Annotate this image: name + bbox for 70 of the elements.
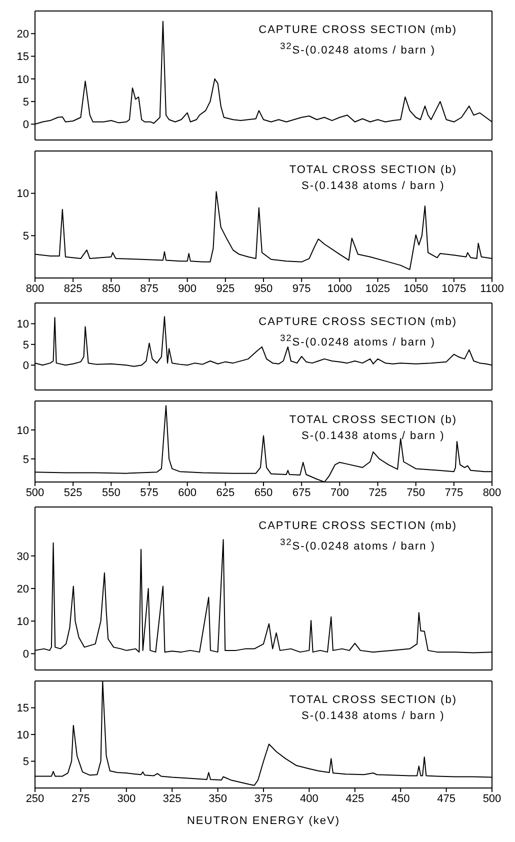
- x-tick-label: 325: [162, 792, 182, 805]
- x-tick-label: 550: [102, 486, 120, 499]
- y-tick-label: 15: [16, 51, 29, 64]
- text: TOTAL CROSS SECTION (b): [289, 693, 457, 708]
- x-tick-label: 825: [64, 282, 82, 295]
- x-tick-label: 875: [140, 282, 158, 295]
- x-tick-label: 425: [346, 792, 364, 805]
- text: $^{32}$S-(0.0248 atoms / barn ): [279, 40, 437, 59]
- x-tick-label: 575: [140, 486, 158, 499]
- y-tick-label: 0: [22, 119, 29, 132]
- text: CAPTURE CROSS SECTION (mb): [258, 315, 457, 330]
- y-tick-label: 30: [16, 550, 29, 563]
- x-tick-label: 450: [391, 792, 410, 805]
- text: S-(0.1438 atoms / barn ): [300, 179, 446, 194]
- x-tick-label: 400: [300, 792, 318, 805]
- text: S-(0.1438 atoms / barn ): [300, 709, 446, 724]
- y-tick-label: 20: [16, 583, 29, 596]
- x-tick-label: 350: [208, 792, 227, 805]
- y-tick-label: 0: [22, 360, 29, 372]
- x-tick-label: 750: [406, 486, 426, 499]
- x-tick-label: 475: [437, 792, 456, 805]
- x-tick-label: 775: [444, 486, 464, 499]
- x-tick-label: 1075: [442, 282, 466, 295]
- x-tick-label: 1000: [327, 282, 352, 295]
- y-tick-label: 10: [16, 318, 29, 331]
- text: $^{32}$S-(0.0248 atoms / barn ): [279, 332, 437, 351]
- y-tick-label: 5: [22, 230, 29, 243]
- x-axis-title: NEUTRON ENERGY (keV): [186, 815, 340, 827]
- x-tick-label: 600: [178, 486, 197, 499]
- text: TOTAL CROSS SECTION (b): [289, 163, 457, 178]
- y-tick-label: 10: [16, 616, 29, 628]
- x-tick-label: 525: [64, 486, 82, 499]
- y-tick-label: 5: [22, 454, 29, 466]
- x-tick-label: 675: [292, 486, 311, 499]
- x-tick-label: 925: [216, 282, 235, 295]
- x-tick-label: 1050: [404, 282, 428, 295]
- x-tick-label: 500: [482, 792, 502, 805]
- x-tick-label: 650: [254, 486, 273, 499]
- x-tick-label: 800: [26, 282, 44, 295]
- x-tick-label: 300: [117, 792, 136, 805]
- text: CAPTURE CROSS SECTION (mb): [258, 23, 457, 38]
- x-tick-label: 725: [368, 486, 387, 499]
- x-tick-label: 625: [216, 486, 235, 499]
- y-tick-label: 10: [16, 188, 29, 200]
- x-tick-label: 375: [254, 792, 273, 805]
- x-tick-label: 500: [26, 486, 44, 499]
- y-tick-label: 15: [16, 702, 29, 715]
- text: $^{32}$S-(0.0248 atoms / barn ): [279, 536, 437, 555]
- line-series: [35, 681, 492, 786]
- x-tick-label: 1025: [366, 282, 390, 295]
- text: CAPTURE CROSS SECTION (mb): [258, 519, 457, 534]
- y-tick-label: 5: [22, 96, 29, 108]
- y-tick-label: 5: [22, 339, 29, 352]
- x-tick-label: 950: [254, 282, 273, 295]
- y-tick-label: 5: [22, 756, 29, 768]
- x-tick-label: 1100: [480, 282, 504, 295]
- y-tick-label: 0: [22, 648, 29, 661]
- x-tick-label: 275: [72, 792, 90, 805]
- x-tick-label: 975: [292, 282, 311, 295]
- y-tick-label: 10: [16, 729, 29, 742]
- x-tick-label: 900: [178, 282, 197, 295]
- x-tick-label: 850: [102, 282, 120, 295]
- y-tick-label: 10: [16, 424, 29, 437]
- x-tick-label: 800: [482, 486, 502, 499]
- text: S-(0.1438 atoms / barn ): [300, 429, 446, 444]
- y-tick-label: 10: [16, 74, 29, 86]
- text: TOTAL CROSS SECTION (b): [289, 413, 457, 428]
- y-tick-label: 20: [16, 28, 29, 41]
- x-tick-label: 250: [26, 792, 44, 805]
- x-tick-label: 700: [330, 486, 349, 499]
